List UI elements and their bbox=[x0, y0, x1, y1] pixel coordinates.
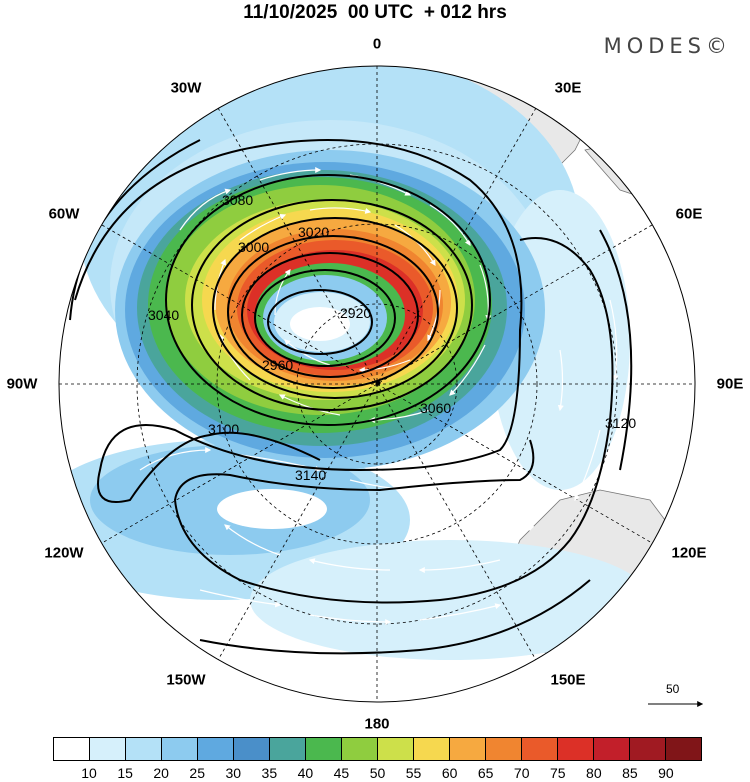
lon-label-120w: 120W bbox=[44, 544, 84, 562]
colorbar-tick-label: 65 bbox=[477, 765, 494, 781]
colorbar-swatch bbox=[162, 738, 198, 760]
colorbar-labels: 10 15 20 25 30 35 40 45 50 55 60 65 70 75 80 85 90 bbox=[53, 765, 702, 781]
colorbar-swatch bbox=[666, 738, 701, 760]
colorbar-swatch bbox=[414, 738, 450, 760]
colorbar-tick-label: 70 bbox=[513, 765, 530, 781]
contour-label-group: 2920 2960 3000 3020 3040 3060 3080 3100 … bbox=[148, 192, 636, 483]
colorbar-tick-label: 10 bbox=[81, 765, 97, 781]
colorbar-swatch bbox=[54, 738, 90, 760]
lon-label-120e: 120E bbox=[671, 544, 707, 562]
colorbar-swatch bbox=[594, 738, 630, 760]
colorbar-swatch bbox=[558, 738, 594, 760]
geopotential-contours bbox=[69, 139, 633, 655]
colorbar-swatch bbox=[126, 738, 162, 760]
colorbar-swatch bbox=[90, 738, 126, 760]
reference-vector: 50 bbox=[646, 682, 706, 712]
contour-label: 3080 bbox=[222, 192, 253, 208]
colorbar bbox=[53, 737, 702, 761]
colorbar-tick-label: 40 bbox=[297, 765, 314, 781]
contour-label: 3140 bbox=[295, 467, 326, 483]
lon-label-30w: 30W bbox=[170, 79, 202, 97]
lon-label-60w: 60W bbox=[48, 205, 80, 223]
lon-label-180: 180 bbox=[364, 715, 390, 733]
colorbar-swatch bbox=[306, 738, 342, 760]
lon-label-150e: 150E bbox=[550, 671, 586, 689]
lon-label-30e: 30E bbox=[554, 79, 582, 97]
reference-arrow-icon bbox=[648, 701, 704, 707]
contour-label: 3060 bbox=[420, 400, 451, 416]
colorbar-tick-label: 20 bbox=[153, 765, 169, 781]
contour-label: 3020 bbox=[298, 224, 329, 240]
lon-label-150w: 150W bbox=[166, 671, 206, 689]
contour-label: 3040 bbox=[148, 307, 179, 323]
colorbar-tick-label: 90 bbox=[658, 765, 674, 781]
lon-label-60e: 60E bbox=[675, 205, 703, 223]
lon-label-0: 0 bbox=[372, 35, 382, 53]
colorbar-tick-label: 35 bbox=[261, 765, 278, 781]
colorbar-swatch bbox=[270, 738, 306, 760]
colorbar-swatch bbox=[450, 738, 486, 760]
colorbar-tick-label: 55 bbox=[405, 765, 422, 781]
colorbar-swatch bbox=[234, 738, 270, 760]
contour-label: 2960 bbox=[262, 357, 293, 373]
map-title: 11/10/2025 00 UTC + 012 hrs bbox=[243, 2, 507, 23]
colorbar-swatch bbox=[486, 738, 522, 760]
contour-label: 3100 bbox=[208, 421, 239, 437]
contour-label: 3120 bbox=[605, 415, 636, 431]
lon-label-90e: 90E bbox=[716, 375, 744, 393]
map-boundary bbox=[58, 65, 696, 703]
lon-label-90w: 90W bbox=[6, 375, 38, 393]
modes-logo: MODES© bbox=[603, 34, 732, 58]
contour-label: 3000 bbox=[238, 239, 269, 255]
colorbar-tick-label: 25 bbox=[189, 765, 206, 781]
colorbar-tick-label: 50 bbox=[369, 765, 386, 781]
colorbar-tick-label: 45 bbox=[333, 765, 350, 781]
colorbar-tick-label: 75 bbox=[549, 765, 566, 781]
pole-marker bbox=[375, 380, 381, 386]
colorbar-swatch bbox=[342, 738, 378, 760]
colorbar-swatch bbox=[198, 738, 234, 760]
colorbar-tick-label: 60 bbox=[441, 765, 458, 781]
reference-vector-label: 50 bbox=[666, 682, 680, 696]
colorbar-swatch bbox=[522, 738, 558, 760]
colorbar-swatch bbox=[630, 738, 666, 760]
colorbar-swatch bbox=[378, 738, 414, 760]
colorbar-tick-label: 80 bbox=[586, 765, 602, 781]
contour-label: 2920 bbox=[340, 305, 371, 321]
wind-vectors bbox=[104, 167, 619, 625]
colorbar-tick-label: 30 bbox=[225, 765, 242, 781]
colorbar-tick-label: 85 bbox=[622, 765, 638, 781]
colorbar-tick-label: 15 bbox=[117, 765, 133, 781]
